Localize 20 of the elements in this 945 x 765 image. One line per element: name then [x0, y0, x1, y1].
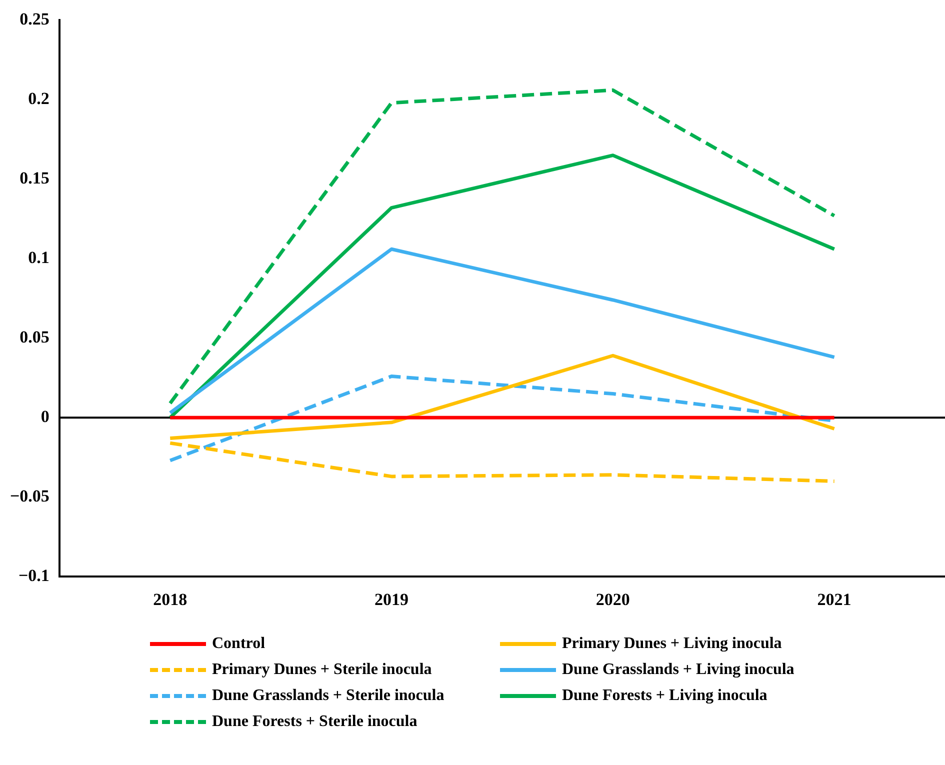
legend-label: Dune Grasslands + Sterile inocula	[212, 687, 444, 705]
legend-label: Dune Grasslands + Living inocula	[562, 661, 794, 679]
legend-label: Dune Forests + Sterile inocula	[212, 713, 418, 731]
legend-label: Primary Dunes + Sterile inocula	[212, 661, 432, 679]
x-tick-label: 2020	[596, 590, 630, 610]
x-tick-label: 2019	[374, 590, 409, 610]
y-tick-label: 0	[40, 407, 50, 426]
x-tick-label: 2018	[153, 590, 188, 610]
legend-label: Control	[212, 635, 266, 653]
y-tick-label: 0.2	[28, 89, 50, 108]
line-series	[168, 88, 836, 406]
y-tick-label: 0.15	[20, 168, 50, 188]
y-tick-label: −0.1	[18, 566, 50, 585]
y-tick-label: 0.1	[28, 248, 50, 268]
legend-label: Primary Dunes + Living inocula	[562, 635, 782, 653]
y-tick-label: 0.25	[20, 10, 50, 29]
legend-label: Dune Forests + Living inocula	[562, 687, 768, 705]
y-tick-label: 0.05	[20, 328, 50, 347]
x-tick-label: 2021	[817, 590, 852, 610]
y-tick-label: −0.05	[10, 486, 50, 506]
